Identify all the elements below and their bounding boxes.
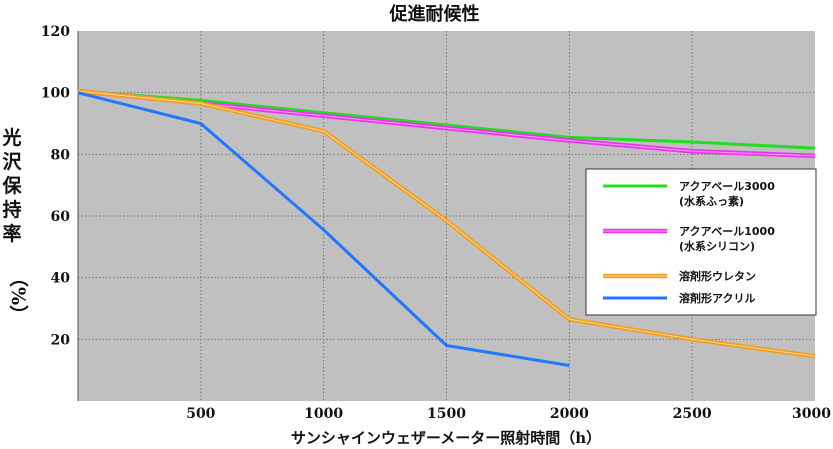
y-tick-label: 80 xyxy=(51,147,71,163)
legend-label: 溶剤形アクリル xyxy=(679,291,755,305)
y-axis-label-char: 持 xyxy=(2,198,21,221)
y-tick-label: 40 xyxy=(51,271,71,287)
y-axis-label-char: 保 xyxy=(1,174,22,197)
x-tick-label: 1500 xyxy=(427,406,466,422)
series-line-0 xyxy=(77,89,816,150)
legend-label: アクアベール1000 xyxy=(679,225,775,238)
y-tick-label: 60 xyxy=(51,209,71,225)
x-tick-label: 3000 xyxy=(792,406,831,422)
x-axis-label: サンシャインウェザーメーター照射時間（h） xyxy=(291,429,601,447)
legend-box xyxy=(585,168,817,316)
y-tick-label: 120 xyxy=(41,24,70,40)
y-axis-label-unit: （%） xyxy=(7,268,30,324)
y-axis-label-char: 光 xyxy=(1,126,21,149)
y-tick-label: 100 xyxy=(41,86,70,102)
x-tick-label: 500 xyxy=(186,406,215,422)
series-line-center-2 xyxy=(77,90,816,357)
legend-label: 溶剤形ウレタン xyxy=(679,269,756,283)
legend-label: (水系シリコン) xyxy=(679,239,755,253)
x-tick-label: 1000 xyxy=(304,406,343,422)
legend-label: アクアベール3000 xyxy=(679,180,775,193)
x-tick-label: 2500 xyxy=(673,406,712,422)
x-tick-label: 2000 xyxy=(550,406,589,422)
series-line-3 xyxy=(77,91,570,367)
y-axis-label-char: 率 xyxy=(2,222,21,245)
legend-label: (水系ふっ素) xyxy=(679,194,744,208)
y-tick-label: 20 xyxy=(51,332,71,348)
chart-title: 促進耐候性 xyxy=(389,3,480,25)
y-axis-label-char: 沢 xyxy=(2,150,22,173)
